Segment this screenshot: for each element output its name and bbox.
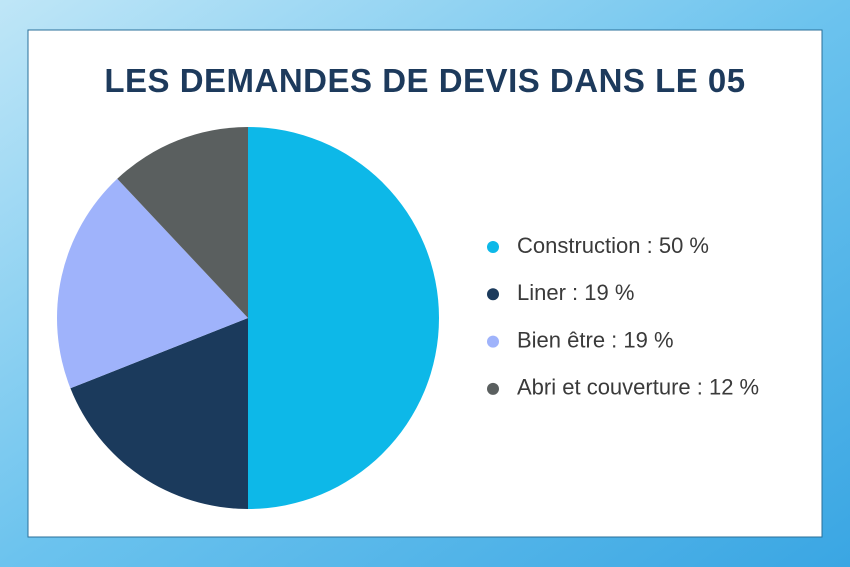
pie-slice [56, 178, 248, 389]
legend-marker [487, 335, 499, 348]
pie-slice [70, 318, 248, 509]
legend: Construction : 50 % Liner : 19 % Bien être… [487, 233, 759, 400]
legend-label: Abri et couverture : 12 % [517, 375, 759, 400]
legend-label: Bien être : 19 % [517, 327, 674, 352]
pie-slice [117, 127, 249, 318]
legend-marker [487, 288, 499, 301]
legend-label: Liner : 19 % [517, 280, 634, 305]
pie [56, 127, 439, 509]
pie-slice [248, 127, 439, 509]
legend-label: Construction : 50 % [517, 233, 709, 258]
legend-marker [487, 241, 499, 253]
legend-marker [487, 382, 499, 395]
chart-title: LES DEMANDES DE DEVIS DANS LE 05 [104, 62, 745, 99]
